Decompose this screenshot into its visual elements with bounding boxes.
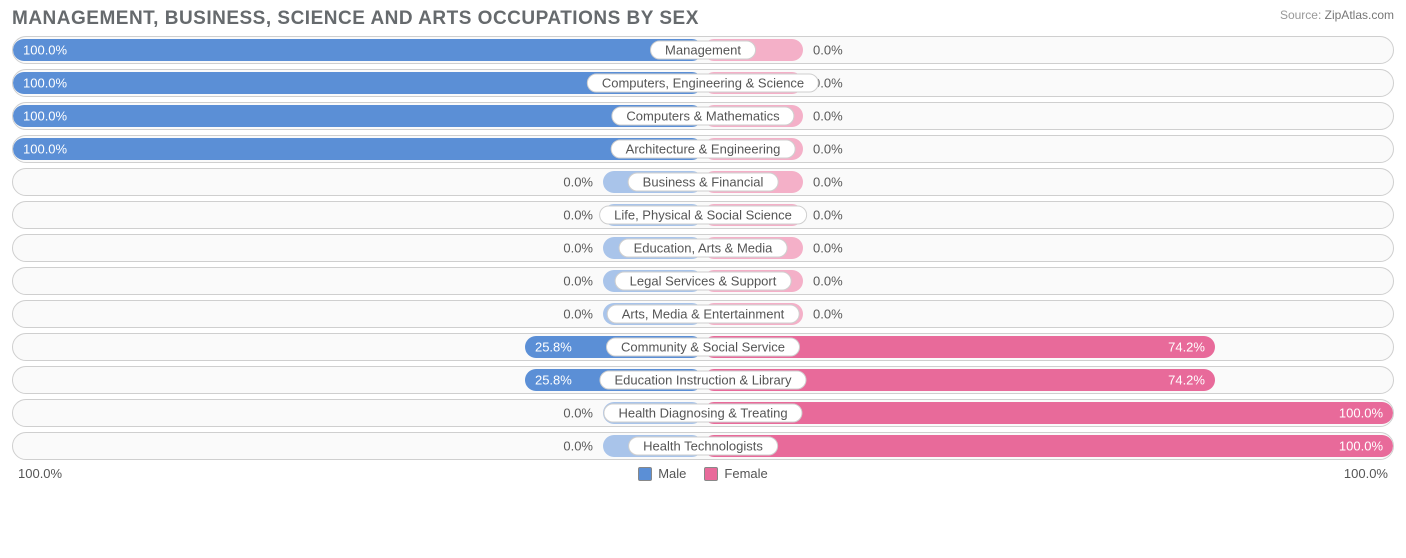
- chart-row: 0.0% 0.0% Education, Arts & Media: [12, 234, 1394, 262]
- female-value-label: 0.0%: [813, 274, 843, 289]
- category-label: Education, Arts & Media: [619, 239, 788, 258]
- female-value-label: 0.0%: [813, 43, 843, 58]
- category-label: Architecture & Engineering: [611, 140, 796, 159]
- male-bar: [13, 39, 703, 61]
- chart-row: 0.0% 100.0% Health Diagnosing & Treating: [12, 399, 1394, 427]
- female-value-label: 0.0%: [813, 241, 843, 256]
- category-label: Computers & Mathematics: [611, 107, 794, 126]
- legend-swatch: [704, 467, 718, 481]
- category-label: Legal Services & Support: [615, 272, 792, 291]
- male-value-label: 0.0%: [563, 307, 593, 322]
- male-bar: [13, 138, 703, 160]
- chart-title: MANAGEMENT, BUSINESS, SCIENCE AND ARTS O…: [12, 8, 699, 30]
- female-value-label: 74.2%: [1168, 340, 1205, 355]
- female-value-label: 100.0%: [1339, 439, 1383, 454]
- chart-source: Source: ZipAtlas.com: [1280, 8, 1394, 24]
- male-value-label: 0.0%: [563, 274, 593, 289]
- legend-swatch: [638, 467, 652, 481]
- male-value-label: 0.0%: [563, 208, 593, 223]
- legend-label: Female: [724, 466, 767, 481]
- chart-row: 100.0% 0.0% Management: [12, 36, 1394, 64]
- male-value-label: 0.0%: [563, 241, 593, 256]
- chart-row: 0.0% 0.0% Legal Services & Support: [12, 267, 1394, 295]
- female-value-label: 0.0%: [813, 208, 843, 223]
- chart-axis: 100.0% Male Female 100.0%: [12, 466, 1394, 481]
- chart-row: 25.8% 74.2% Community & Social Service: [12, 333, 1394, 361]
- legend-item: Male: [638, 466, 686, 481]
- female-value-label: 0.0%: [813, 307, 843, 322]
- male-value-label: 25.8%: [535, 373, 572, 388]
- male-value-label: 100.0%: [23, 142, 67, 157]
- category-label: Community & Social Service: [606, 338, 800, 357]
- occupations-by-sex-chart: MANAGEMENT, BUSINESS, SCIENCE AND ARTS O…: [0, 0, 1406, 485]
- category-label: Health Technologists: [628, 437, 778, 456]
- male-bar: [13, 105, 703, 127]
- male-value-label: 0.0%: [563, 406, 593, 421]
- source-name: ZipAtlas.com: [1325, 8, 1394, 22]
- chart-header: MANAGEMENT, BUSINESS, SCIENCE AND ARTS O…: [12, 8, 1394, 30]
- male-value-label: 25.8%: [535, 340, 572, 355]
- legend-item: Female: [704, 466, 767, 481]
- chart-row: 0.0% 0.0% Business & Financial: [12, 168, 1394, 196]
- male-value-label: 0.0%: [563, 175, 593, 190]
- category-label: Education Instruction & Library: [599, 371, 806, 390]
- category-label: Arts, Media & Entertainment: [607, 305, 800, 324]
- chart-legend: Male Female: [638, 466, 768, 481]
- male-value-label: 0.0%: [563, 439, 593, 454]
- category-label: Computers, Engineering & Science: [587, 74, 819, 93]
- chart-row: 100.0%0.0%Computers, Engineering & Scien…: [12, 69, 1394, 97]
- chart-row: 0.0% 0.0% Life, Physical & Social Science: [12, 201, 1394, 229]
- chart-row: 25.8% 74.2% Education Instruction & Librar…: [12, 366, 1394, 394]
- male-value-label: 100.0%: [23, 76, 67, 91]
- female-bar: [703, 402, 1393, 424]
- category-label: Health Diagnosing & Treating: [603, 404, 802, 423]
- male-value-label: 100.0%: [23, 109, 67, 124]
- female-value-label: 0.0%: [813, 142, 843, 157]
- female-value-label: 0.0%: [813, 175, 843, 190]
- chart-row: 100.0% 0.0% Computers & Mathematics: [12, 102, 1394, 130]
- chart-rows: 100.0%0.0%Management100.0%0.0%Computers,…: [12, 36, 1394, 460]
- female-bar: [703, 435, 1393, 457]
- source-label: Source:: [1280, 8, 1321, 22]
- category-label: Management: [650, 41, 756, 60]
- female-value-label: 74.2%: [1168, 373, 1205, 388]
- female-value-label: 100.0%: [1339, 406, 1383, 421]
- legend-label: Male: [658, 466, 686, 481]
- female-value-label: 0.0%: [813, 109, 843, 124]
- male-value-label: 100.0%: [23, 43, 67, 58]
- axis-left-label: 100.0%: [18, 466, 62, 481]
- chart-row: 0.0% 0.0% Arts, Media & Entertainment: [12, 300, 1394, 328]
- chart-row: 100.0% 0.0% Architecture & Engineering: [12, 135, 1394, 163]
- category-label: Business & Financial: [628, 173, 779, 192]
- category-label: Life, Physical & Social Science: [599, 206, 807, 225]
- chart-row: 0.0% 100.0% Health Technologists: [12, 432, 1394, 460]
- axis-right-label: 100.0%: [1344, 466, 1388, 481]
